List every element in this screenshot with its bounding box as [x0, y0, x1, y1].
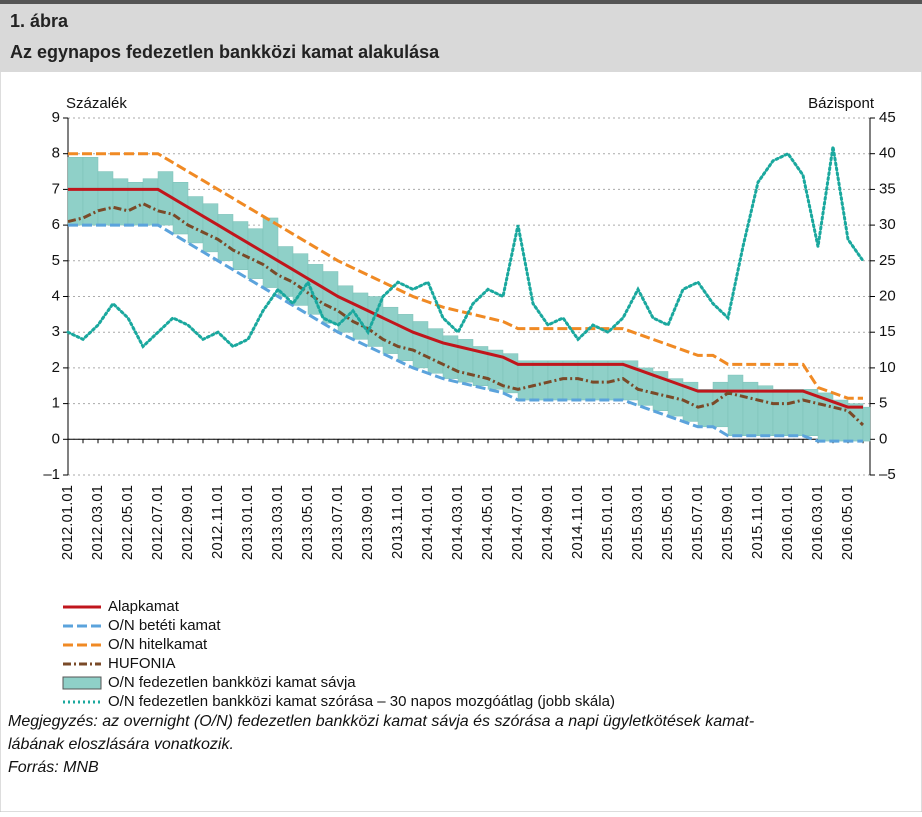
x-tick-label: 2015.07.01 — [689, 485, 706, 560]
band-bar — [322, 271, 339, 324]
x-tick-label: 2015.05.01 — [659, 485, 676, 560]
y2-tick-label: 45 — [879, 109, 896, 126]
series-line — [67, 202, 865, 427]
band-bar — [712, 381, 729, 428]
x-tick-label: 2013.07.01 — [329, 485, 346, 560]
y2-tick-label: 15 — [879, 323, 896, 340]
band-bar — [232, 221, 249, 270]
chart-title: Az egynapos fedezetlen bankközi kamat al… — [10, 42, 440, 62]
band-bar — [862, 406, 871, 442]
band-bar — [427, 328, 444, 374]
band-bar — [517, 360, 534, 401]
series-line — [66, 146, 865, 349]
header-bg — [0, 0, 922, 72]
band-bar — [412, 321, 429, 369]
band-bar — [562, 360, 579, 401]
y2-tick-label: 40 — [879, 145, 896, 162]
y2-tick-label: 0 — [879, 430, 887, 447]
legend-label: O/N fedezetlen bankközi kamat szórása – … — [108, 693, 615, 710]
y-tick-label: –1 — [43, 466, 60, 483]
band-bar — [757, 385, 774, 436]
legend-label: O/N hitelkamat — [108, 636, 208, 653]
y2-tick-label: 30 — [879, 216, 896, 233]
legend-label: HUFONIA — [108, 655, 176, 672]
y-tick-label: 7 — [52, 180, 60, 197]
band-bar — [337, 285, 354, 333]
band-bar — [397, 314, 414, 362]
band-bar — [217, 214, 234, 262]
series-line — [68, 152, 863, 400]
figure-number: 1. ábra — [10, 11, 69, 31]
band-bar — [592, 360, 609, 401]
band-bar — [67, 157, 84, 226]
x-tick-label: 2012.01.01 — [59, 485, 76, 560]
y2-axis-label: Bázispont — [808, 95, 875, 112]
legend-label: O/N fedezetlen bankközi kamat sávja — [108, 674, 356, 691]
x-tick-label: 2014.09.01 — [539, 485, 556, 560]
x-tick-label: 2015.09.01 — [719, 485, 736, 560]
source: Forrás: MNB — [8, 759, 99, 776]
y-tick-label: 5 — [52, 252, 60, 269]
x-tick-label: 2014.11.01 — [569, 485, 586, 559]
x-tick-label: 2015.03.01 — [629, 485, 646, 560]
y-tick-label: 6 — [52, 216, 60, 233]
band-bar — [187, 196, 204, 244]
x-tick-label: 2016.03.01 — [809, 485, 826, 560]
y-tick-label: 9 — [52, 109, 60, 126]
x-tick-label: 2013.11.01 — [389, 485, 406, 559]
x-tick-label: 2014.03.01 — [449, 485, 466, 560]
y-tick-label: 0 — [52, 430, 60, 447]
x-tick-label: 2014.05.01 — [479, 485, 496, 560]
x-tick-label: 2012.11.01 — [209, 485, 226, 559]
x-tick-label: 2013.09.01 — [359, 485, 376, 560]
x-tick-label: 2015.11.01 — [749, 485, 766, 559]
band-bar — [142, 178, 159, 226]
y-tick-label: 3 — [52, 323, 60, 340]
band-bar — [277, 246, 294, 297]
band-bar — [172, 182, 189, 235]
y-tick-label: 2 — [52, 359, 60, 376]
band-bar — [247, 228, 264, 279]
band-bar — [532, 360, 549, 401]
legend-swatch — [62, 676, 102, 690]
x-tick-label: 2016.01.01 — [779, 485, 796, 560]
y-tick-label: 1 — [52, 395, 60, 412]
band-bar — [787, 389, 804, 436]
note: lábának eloszlására vonatkozik. — [8, 736, 234, 753]
y2-tick-label: 10 — [879, 359, 896, 376]
x-tick-label: 2013.01.01 — [239, 485, 256, 560]
x-tick-label: 2012.03.01 — [89, 485, 106, 560]
band-bar — [727, 374, 744, 436]
x-tick-label: 2012.05.01 — [119, 485, 136, 560]
x-tick-label: 2013.03.01 — [269, 485, 286, 560]
note: Megjegyzés: az overnight (O/N) fedezetle… — [8, 713, 754, 730]
y2-tick-label: 25 — [879, 252, 896, 269]
x-tick-label: 2016.05.01 — [839, 485, 856, 560]
legend-label: Alapkamat — [108, 598, 180, 615]
band-bar — [847, 403, 864, 442]
x-tick-label: 2012.09.01 — [179, 485, 196, 560]
x-tick-label: 2015.01.01 — [599, 485, 616, 560]
x-tick-label: 2014.01.01 — [419, 485, 436, 560]
x-tick-label: 2013.05.01 — [299, 485, 316, 560]
y-tick-label: 4 — [52, 287, 60, 304]
series-line — [68, 223, 863, 443]
band-bar — [97, 171, 114, 226]
series-line — [68, 187, 863, 409]
band-bar — [772, 389, 789, 436]
y-axis-label: Százalék — [66, 95, 127, 112]
y2-tick-label: 20 — [879, 287, 896, 304]
band-bar — [292, 253, 309, 306]
legend-label: O/N betéti kamat — [108, 617, 221, 634]
band-bar — [112, 178, 129, 226]
band-bar — [202, 203, 219, 253]
y2-tick-label: 35 — [879, 180, 896, 197]
x-tick-label: 2012.07.01 — [149, 485, 166, 560]
y-tick-label: 8 — [52, 145, 60, 162]
header-rule — [0, 0, 922, 4]
y2-tick-label: –5 — [879, 466, 896, 483]
x-tick-label: 2014.07.01 — [509, 485, 526, 560]
y2-tick-label: 5 — [879, 395, 887, 412]
